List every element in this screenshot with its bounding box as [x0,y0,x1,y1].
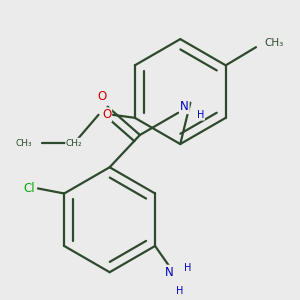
Text: H: H [176,286,183,296]
Text: CH₃: CH₃ [265,38,284,48]
Text: H: H [184,263,191,273]
Text: O: O [102,108,111,121]
Text: CH₃: CH₃ [16,139,32,148]
Text: H: H [197,110,204,120]
Text: N: N [165,266,174,279]
Text: CH₂: CH₂ [66,139,82,148]
Text: Cl: Cl [23,182,35,195]
Text: N: N [180,100,189,113]
Text: O: O [97,90,106,103]
